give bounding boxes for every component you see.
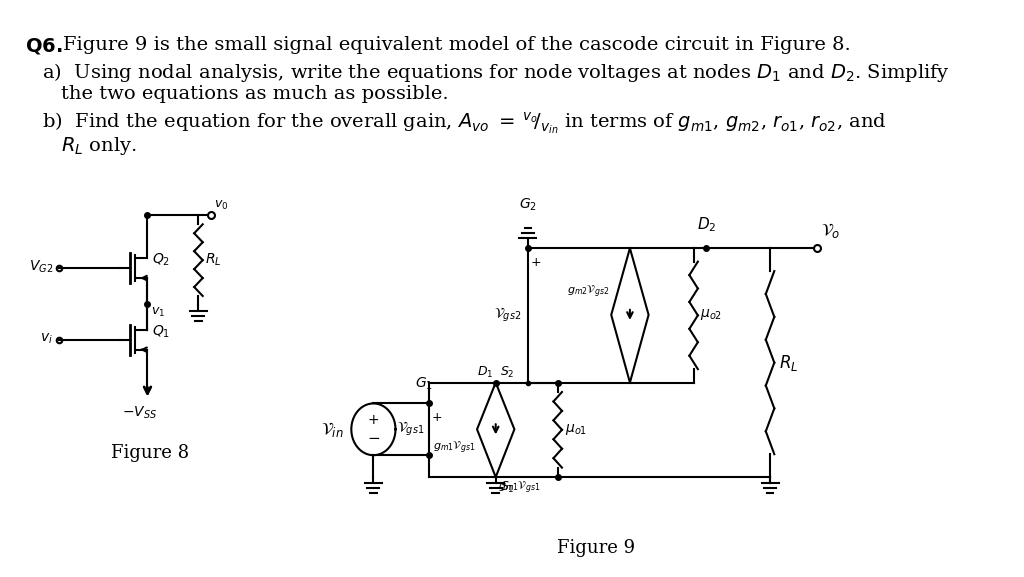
Text: $G_1$: $G_1$: [416, 375, 433, 392]
Text: $\mathcal{V}_{gs1}$: $\mathcal{V}_{gs1}$: [397, 420, 424, 439]
Text: $V_{G2}$: $V_{G2}$: [30, 259, 53, 275]
Text: $v_i$: $v_i$: [41, 332, 53, 346]
Text: +: +: [530, 256, 541, 269]
Text: $v_1$: $v_1$: [151, 306, 165, 319]
Text: $g_{m1}\mathcal{V}_{gs1}$: $g_{m1}\mathcal{V}_{gs1}$: [433, 439, 475, 456]
Text: a)  Using nodal analysis, write the equations for node voltages at nodes $D_1$ a: a) Using nodal analysis, write the equat…: [42, 61, 950, 84]
Text: $D_1$: $D_1$: [477, 365, 494, 380]
Text: $\mu_{o2}$: $\mu_{o2}$: [700, 308, 723, 323]
Text: −: −: [367, 431, 380, 446]
Text: b)  Find the equation for the overall gain, $A_{vo}$ $= \,^{v_o}\!/_{v_{in}}$ in: b) Find the equation for the overall gai…: [42, 111, 887, 137]
Text: $Q_2$: $Q_2$: [152, 252, 170, 268]
Text: $\mathcal{V}_{in}$: $\mathcal{V}_{in}$: [322, 420, 344, 439]
Text: $S_2$: $S_2$: [500, 365, 514, 380]
Text: $G_2$: $G_2$: [519, 197, 537, 213]
Text: $R_L$: $R_L$: [778, 353, 798, 373]
Text: $R_L$: $R_L$: [205, 252, 222, 268]
Text: +: +: [368, 413, 379, 428]
Text: $g_{m2}\mathcal{V}_{gs2}$: $g_{m2}\mathcal{V}_{gs2}$: [567, 283, 609, 300]
Text: $\mathcal{V}_{gs2}$: $\mathcal{V}_{gs2}$: [494, 306, 521, 324]
Text: $-V_{SS}$: $-V_{SS}$: [122, 404, 157, 421]
Text: $D_2$: $D_2$: [696, 216, 716, 234]
Text: Figure 9: Figure 9: [557, 539, 635, 557]
Text: $\mathbf{Q6.}$: $\mathbf{Q6.}$: [26, 36, 62, 56]
Text: Figure 8: Figure 8: [111, 444, 189, 462]
Text: $Q_1$: $Q_1$: [152, 324, 170, 340]
Text: the two equations as much as possible.: the two equations as much as possible.: [60, 85, 449, 103]
Text: $v_0$: $v_0$: [214, 199, 228, 212]
Text: $S_1$: $S_1$: [500, 480, 515, 495]
Text: Figure 9 is the small signal equivalent model of the cascode circuit in Figure 8: Figure 9 is the small signal equivalent …: [62, 36, 850, 54]
Text: $R_L$ only.: $R_L$ only.: [60, 135, 136, 157]
Text: $g_{m1}\mathcal{V}_{gs1}$: $g_{m1}\mathcal{V}_{gs1}$: [499, 480, 541, 496]
Text: $\mu_{o1}$: $\mu_{o1}$: [564, 422, 587, 437]
Text: $\mathcal{V}_o$: $\mathcal{V}_o$: [821, 221, 841, 240]
Text: +: +: [432, 411, 442, 425]
